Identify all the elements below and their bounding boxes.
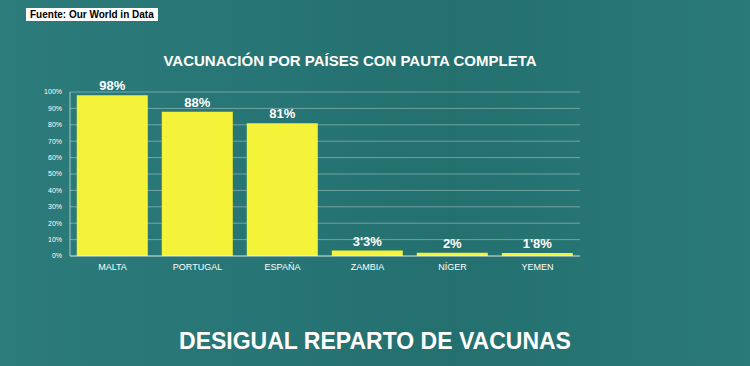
svg-text:2%: 2% <box>443 236 462 251</box>
svg-text:90%: 90% <box>48 105 62 112</box>
svg-text:60%: 60% <box>48 154 62 161</box>
svg-text:30%: 30% <box>48 203 62 210</box>
svg-text:MALTA: MALTA <box>98 262 127 272</box>
svg-text:3'3%: 3'3% <box>353 234 383 249</box>
svg-text:10%: 10% <box>48 236 62 243</box>
svg-text:20%: 20% <box>48 220 62 227</box>
svg-text:40%: 40% <box>48 187 62 194</box>
svg-text:70%: 70% <box>48 138 62 145</box>
svg-text:1'8%: 1'8% <box>523 236 553 251</box>
svg-text:0%: 0% <box>52 252 62 259</box>
svg-text:PORTUGAL: PORTUGAL <box>173 262 222 272</box>
html-text:Fuente: Our World in Data: Fuente: Our World in Data <box>30 9 154 20</box>
svg-text:YEMEN: YEMEN <box>521 262 553 272</box>
svg-text:NÍGER: NÍGER <box>438 262 467 272</box>
svg-text:ZAMBIA: ZAMBIA <box>351 262 385 272</box>
svg-text:80%: 80% <box>48 121 62 128</box>
svg-text:98%: 98% <box>99 78 125 93</box>
html-text:VACUNACIÓN POR PAÍSES CON PAUT: VACUNACIÓN POR PAÍSES CON PAUTA COMPLETA <box>163 52 537 69</box>
svg-text:100%: 100% <box>44 88 62 95</box>
svg-text:88%: 88% <box>184 95 210 110</box>
html-text:DESIGUAL REPARTO DE VACUNAS: DESIGUAL REPARTO DE VACUNAS <box>179 328 571 354</box>
svg-text:50%: 50% <box>48 170 62 177</box>
svg-text:ESPAÑA: ESPAÑA <box>265 262 301 272</box>
svg-text:81%: 81% <box>269 106 295 121</box>
